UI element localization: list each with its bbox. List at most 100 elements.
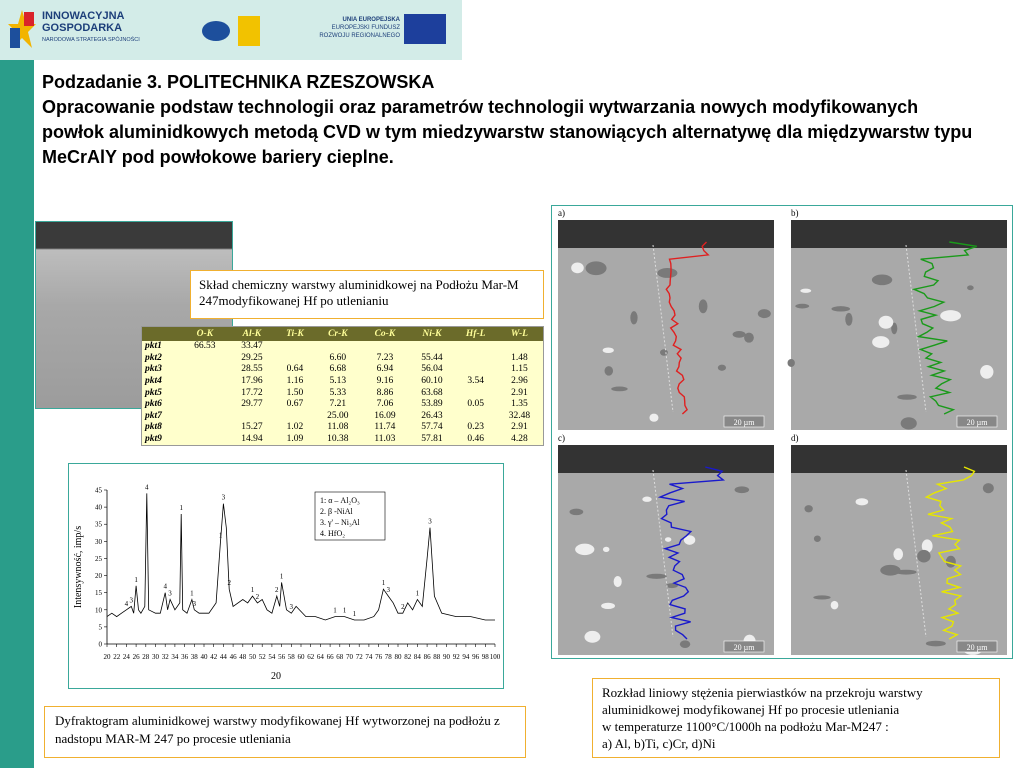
x-tick-label: 46	[230, 653, 238, 661]
table-cell: 6.60	[314, 352, 362, 365]
phase-blob	[871, 274, 893, 286]
phase-blob	[925, 640, 946, 647]
phase-blob	[657, 268, 678, 278]
x-tick-label: 56	[278, 653, 286, 661]
eu-text: UNIA EUROPEJSKA EUROPEJSKI FUNDUSZ ROZWO…	[300, 16, 400, 40]
phase-blob	[732, 331, 746, 338]
table-cell: 55.44	[408, 352, 456, 365]
phase-blob	[679, 640, 691, 648]
title-block: Podzadanie 3. POLITECHNIKA RZESZOWSKA Op…	[42, 70, 982, 170]
caption-line: Rozkład liniowy stężenia pierwiastków na…	[602, 685, 923, 717]
table-cell: 7.23	[361, 352, 409, 365]
logo-icon	[8, 10, 36, 48]
table-cell	[455, 341, 496, 353]
phase-blob	[602, 546, 610, 552]
table-cell: 53.89	[408, 398, 456, 411]
table-cell: 29.25	[228, 352, 276, 365]
x-axis-label: 20	[271, 671, 281, 682]
phase-blob	[940, 310, 962, 322]
scale-bg	[723, 415, 765, 428]
row-header: pkt8	[142, 422, 182, 434]
table-cell	[228, 410, 276, 423]
table-cell: 0.67	[275, 398, 315, 411]
x-tick-label: 72	[356, 653, 364, 661]
x-tick-label: 48	[239, 653, 247, 661]
phase-blob	[917, 549, 931, 563]
phase-blob	[611, 386, 628, 392]
panel-image	[791, 473, 1007, 655]
table-row: pkt4 17.96 1.16 5.13 9.16 60.10 3.54 2.96	[142, 375, 543, 388]
peak-label: 1	[251, 586, 255, 594]
scale-bar: 20 µm	[734, 418, 756, 427]
table-cell	[181, 387, 229, 399]
xrd-caption: Dyfraktogram aluminidkowej warstwy modyf…	[44, 706, 526, 758]
panel-image	[558, 473, 774, 655]
phase-blob	[900, 417, 917, 430]
peak-label: 1	[190, 590, 194, 598]
table-cell: 9.16	[361, 375, 409, 388]
profile-curve	[657, 466, 726, 640]
x-tick-label: 94	[462, 653, 470, 661]
phase-blob	[813, 595, 831, 600]
panel-label: b)	[791, 208, 799, 218]
table-cell: 0.64	[275, 364, 315, 376]
phase-blob	[893, 548, 904, 561]
table-cell: 63.68	[408, 387, 456, 399]
panel-image	[791, 248, 1007, 430]
phase-blob	[571, 262, 584, 274]
row-header: pkt6	[142, 398, 182, 411]
logo-line: GOSPODARKA	[42, 22, 123, 34]
table-cell	[314, 341, 362, 353]
table-cell	[455, 352, 496, 365]
phase-blob	[569, 508, 584, 516]
table-cell: 1.15	[495, 364, 543, 376]
table-cell: 2.96	[495, 375, 543, 388]
table-cell: 0.46	[455, 433, 496, 446]
phase-blob	[878, 315, 894, 329]
table-cell: 17.96	[228, 375, 276, 388]
table-cell	[181, 364, 229, 376]
x-tick-label: 38	[191, 653, 199, 661]
phase-blob	[698, 299, 708, 314]
table-cell: 57.81	[408, 433, 456, 446]
peak-label: 3	[387, 586, 391, 594]
table-cell	[455, 410, 496, 423]
scan-line	[905, 244, 927, 413]
phase-blob	[945, 555, 956, 568]
table-cell: 26.43	[408, 410, 456, 423]
table-cell: 1.50	[275, 387, 315, 399]
y-tick-label: 10	[95, 606, 103, 614]
x-tick-label: 24	[123, 653, 131, 661]
table-cell: 66.53	[181, 341, 229, 353]
profiles-caption: Rozkład liniowy stężenia pierwiastków na…	[592, 678, 1000, 758]
table-cell: 15.27	[228, 422, 276, 434]
column-header: O-K	[181, 327, 229, 341]
y-tick-label: 45	[95, 487, 103, 495]
profile-curve	[911, 241, 977, 415]
table-cell: 3.54	[455, 375, 496, 388]
phase-blob	[855, 498, 869, 506]
column-header: Al-K	[228, 327, 276, 341]
phase-blob	[585, 261, 607, 276]
legend-entry: 3. γ' – Ni₃Al	[320, 518, 361, 527]
column-header: Cr-K	[314, 327, 362, 341]
peak-label: 1	[134, 576, 138, 584]
table-cell: 6.68	[314, 364, 362, 376]
composition-table: O-K Al-K Ti-K Cr-K Co-K Ni-K Hf-L W-L pkt1 66.53 3…	[141, 326, 544, 447]
title-heading: Podzadanie 3. POLITECHNIKA RZESZOWSKA	[42, 72, 435, 92]
row-header: pkt5	[142, 387, 182, 399]
peak-label: 3	[290, 603, 294, 611]
table-cell	[181, 422, 229, 434]
x-tick-label: 100	[490, 653, 501, 661]
table-cell: 14.94	[228, 433, 276, 446]
table-cell: 10.38	[314, 433, 362, 446]
corner-cell	[142, 327, 182, 341]
peak-label: 4	[145, 483, 149, 491]
x-tick-label: 70	[346, 653, 354, 661]
peak-label: 4	[125, 600, 129, 608]
table-cell: 16.09	[361, 410, 409, 423]
peak-label: 2	[401, 603, 405, 611]
peak-label: 1	[179, 504, 183, 512]
table-cell: 11.03	[361, 433, 409, 446]
phase-blob	[660, 349, 668, 356]
